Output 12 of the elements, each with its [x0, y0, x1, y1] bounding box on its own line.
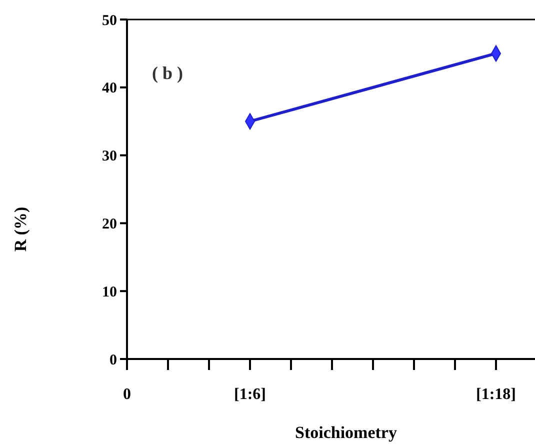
y-tick-label: 50 [102, 12, 117, 29]
y-tick-label: 0 [110, 352, 117, 368]
annotation: ( b ) [152, 63, 184, 83]
x-axis-title: Stoichiometry [295, 423, 398, 442]
y-tick-label: 20 [102, 216, 117, 232]
y-tick-label: 30 [102, 148, 117, 165]
x-tick-label: 0 [123, 386, 131, 403]
y-tick-label: 10 [102, 284, 117, 300]
y-axis-title: R (%) [11, 206, 30, 252]
x-tick-label: [1:18] [476, 386, 516, 403]
y-tick-label: 40 [102, 80, 117, 97]
x-tick-label: [1:6] [234, 386, 266, 403]
